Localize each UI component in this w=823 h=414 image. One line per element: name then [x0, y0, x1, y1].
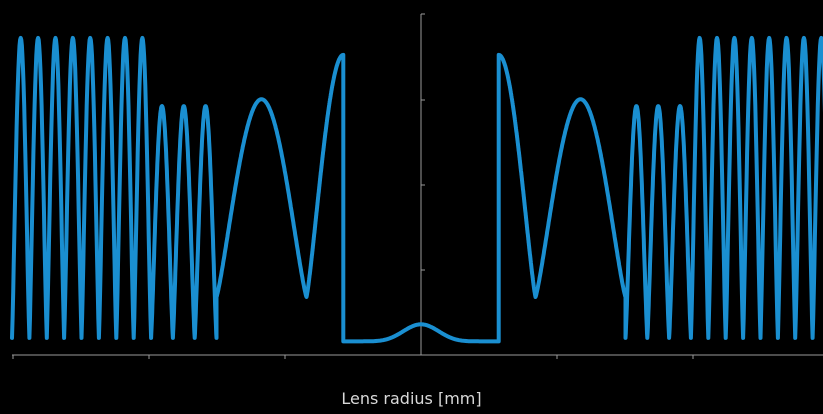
x-axis-title: Lens radius [mm] [341, 389, 482, 408]
y-axis [420, 13, 425, 355]
x-axis [12, 354, 823, 359]
series-line [10, 35, 823, 344]
